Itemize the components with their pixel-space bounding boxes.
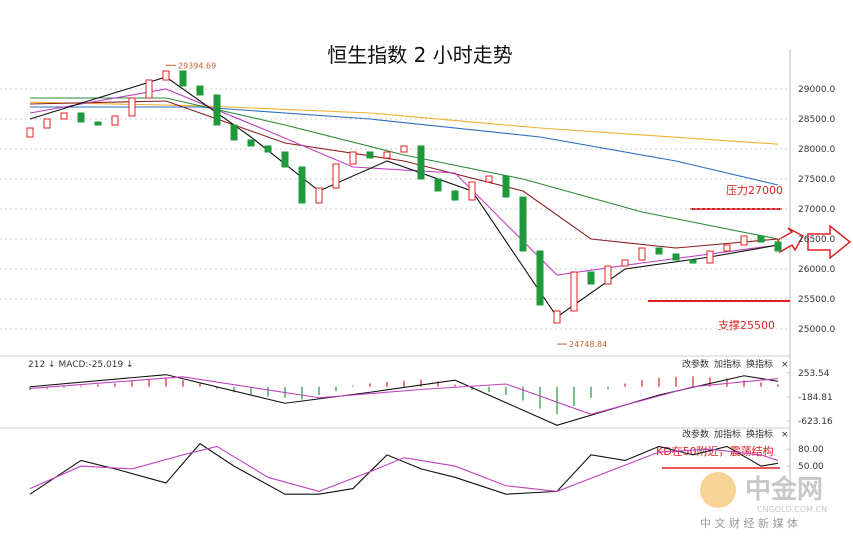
candle [315, 187, 323, 204]
buttons: 改参数 加指标 换指标 × 改参数 加指标 换指标 × [682, 358, 789, 440]
candle [128, 97, 136, 117]
candle [332, 163, 340, 189]
button[interactable]: 加指标 [714, 428, 741, 440]
annotation: 压力27000 [726, 184, 783, 197]
button[interactable]: 换指标 [746, 428, 773, 440]
candle [502, 175, 510, 198]
candle [400, 145, 408, 153]
watermark: CNGOLD.COM.CN [757, 505, 827, 514]
y-tick-label: 25000.0 [798, 325, 835, 335]
watermark: 中金网 [745, 474, 823, 505]
candle [298, 166, 306, 204]
watermark: 中 文 财 经 新 媒 体 [700, 516, 798, 530]
chart-title: 恒生指数 2 小时走势 [327, 43, 512, 67]
candle [570, 271, 578, 312]
candle [77, 112, 85, 123]
high-label: 29394.69 [178, 61, 216, 70]
y-tick-label: 26000.0 [798, 265, 835, 275]
candle [26, 127, 34, 138]
ma-line [30, 106, 779, 186]
candle [587, 271, 595, 285]
button[interactable]: 改参数 [682, 428, 709, 440]
candle [757, 235, 765, 243]
annotation: 支撑25500 [718, 318, 775, 332]
kd-line [29, 445, 779, 492]
ma-line [30, 97, 779, 240]
button[interactable]: 加指标 [714, 358, 741, 370]
candle [451, 190, 459, 201]
ma-line [29, 76, 779, 318]
kd-line [29, 442, 779, 495]
arrow-icon [777, 227, 805, 254]
candle [349, 151, 357, 165]
candle [485, 175, 493, 183]
button[interactable]: × [781, 360, 789, 370]
candle [417, 145, 425, 180]
y-tick-label: 27500.0 [798, 175, 835, 185]
macd-line [29, 376, 779, 415]
candle [366, 151, 374, 159]
candle [536, 250, 544, 306]
candle [468, 181, 476, 201]
ma-line [29, 100, 779, 249]
candle [723, 244, 731, 252]
y-tick-label: -623.16 [798, 417, 833, 427]
candle [672, 253, 680, 261]
candle [196, 85, 204, 96]
candle [111, 115, 119, 126]
y-tick-label: 28500.0 [798, 115, 835, 125]
candle [740, 235, 748, 246]
candle [60, 112, 68, 120]
candle [145, 79, 153, 99]
candle [281, 151, 289, 168]
candle [43, 118, 51, 129]
y-tick-label: 80.00 [798, 445, 824, 455]
candle [553, 310, 561, 324]
y-tick-label: 28000.0 [798, 145, 835, 155]
button[interactable]: × [781, 430, 789, 440]
y-tick-label: 50.00 [798, 462, 824, 472]
indicator-label: 212 ↓ MACD:-25.019 ↓ [28, 360, 134, 370]
candle [264, 145, 272, 153]
candle [179, 70, 187, 87]
candle [94, 121, 102, 126]
y-tick-label: 29000.0 [798, 85, 835, 95]
candle [638, 247, 646, 261]
candle [247, 139, 255, 147]
candle [230, 124, 238, 141]
low-label: 24748.84 [569, 340, 607, 349]
candle [434, 178, 442, 192]
candle [655, 247, 663, 255]
arrow-icon [807, 224, 852, 260]
y-tick-label: 25500.0 [798, 295, 835, 305]
ma-line [29, 101, 779, 145]
y-tick-label: 27000.0 [798, 205, 835, 215]
watermark-logo [700, 472, 736, 508]
y-tick-label: 26500.0 [798, 235, 835, 245]
candle [162, 70, 170, 81]
button[interactable]: 换指标 [746, 358, 773, 370]
candle [689, 259, 697, 264]
y-tick-label: -184.81 [798, 393, 833, 403]
y-tick-label: 253.54 [798, 369, 830, 379]
candle [213, 94, 221, 126]
candle [383, 151, 391, 159]
candle [706, 250, 714, 264]
annotation: KD在50附近，震荡结构 [656, 444, 774, 458]
candle [604, 265, 612, 285]
macd-line [29, 374, 779, 426]
candle [774, 241, 782, 252]
candle [621, 259, 629, 267]
candle [519, 196, 527, 252]
button[interactable]: 改参数 [682, 358, 709, 370]
